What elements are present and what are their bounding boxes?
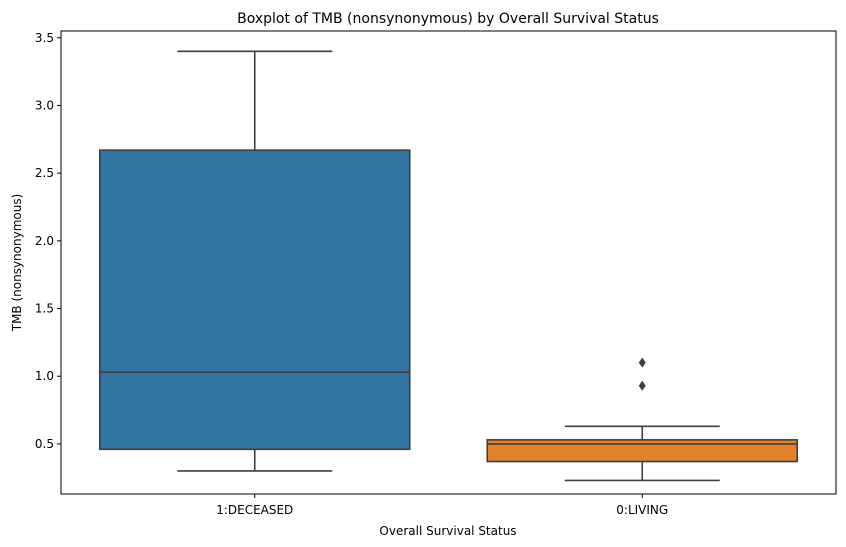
outlier-point (638, 380, 646, 391)
box-group (486, 357, 799, 482)
y-tick-label: 1.5 (35, 302, 54, 316)
y-axis: 0.5 1.0 1.5 2.0 2.5 3.0 3.5 (35, 31, 61, 451)
x-tick-label: 1:DECEASED (216, 503, 293, 517)
outlier-point (638, 357, 646, 368)
box-iqr (98, 149, 411, 451)
box-iqr (486, 439, 799, 463)
box-group (98, 50, 411, 472)
y-tick-label: 2.5 (35, 166, 54, 180)
x-axis-label: Overall Survival Status (379, 524, 516, 538)
y-tick-label: 2.0 (35, 234, 54, 248)
y-axis-label: TMB (nonsynonymous) (10, 194, 24, 333)
y-tick-label: 1.0 (35, 369, 54, 383)
y-tick-label: 3.5 (35, 31, 54, 45)
plot-frame (60, 30, 837, 495)
chart-title: Boxplot of TMB (nonsynonymous) by Overal… (237, 11, 659, 27)
plot-area (98, 50, 799, 482)
x-axis: 1:DECEASED 0:LIVING (216, 494, 668, 517)
x-tick-label: 0:LIVING (616, 503, 668, 517)
y-tick-label: 0.5 (35, 437, 54, 451)
y-tick-label: 3.0 (35, 98, 54, 112)
